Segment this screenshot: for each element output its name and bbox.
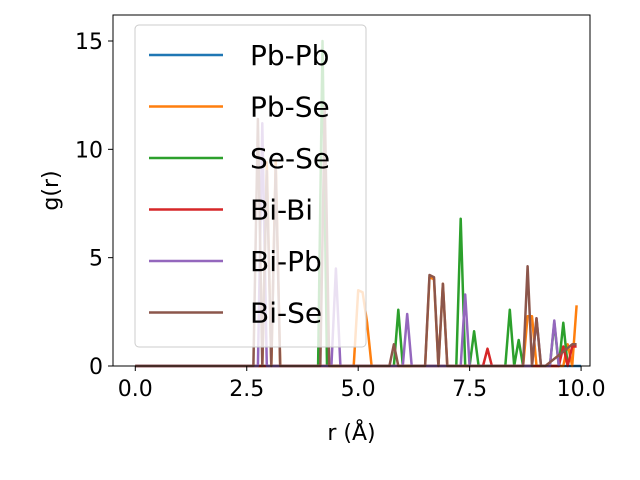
legend-label-bi-bi: Bi-Bi <box>250 194 313 227</box>
series-line-bi-bi <box>135 345 577 368</box>
plot-frame <box>112 14 591 367</box>
legend: Pb-Pb Pb-Se Se-Se Bi-Bi Bi-Pb Bi-Se <box>134 24 367 348</box>
legend-label-se-se: Se-Se <box>250 142 330 175</box>
x-tick-label: 2.5 <box>229 377 264 402</box>
x-axis-label: r (Å) <box>327 419 375 446</box>
legend-label-bi-pb: Bi-Pb <box>250 245 322 278</box>
x-tick-label: 7.5 <box>452 377 487 402</box>
y-axis: 0 5 10 15 <box>75 30 113 380</box>
y-axis-label: g(r) <box>39 170 64 210</box>
y-tick-label: 0 <box>89 355 103 380</box>
x-axis: 0.0 2.5 5.0 7.5 10.0 <box>118 366 606 402</box>
legend-label-pb-se: Pb-Se <box>250 91 330 124</box>
legend-label-bi-se: Bi-Se <box>250 297 322 330</box>
y-tick-label: 15 <box>75 30 103 55</box>
y-tick-label: 10 <box>75 138 103 163</box>
x-tick-label: 0.0 <box>118 377 153 402</box>
legend-label-pb-pb: Pb-Pb <box>250 39 329 72</box>
y-tick-label: 5 <box>89 247 103 272</box>
x-tick-label: 5.0 <box>341 377 376 402</box>
x-tick-label: 10.0 <box>557 377 606 402</box>
